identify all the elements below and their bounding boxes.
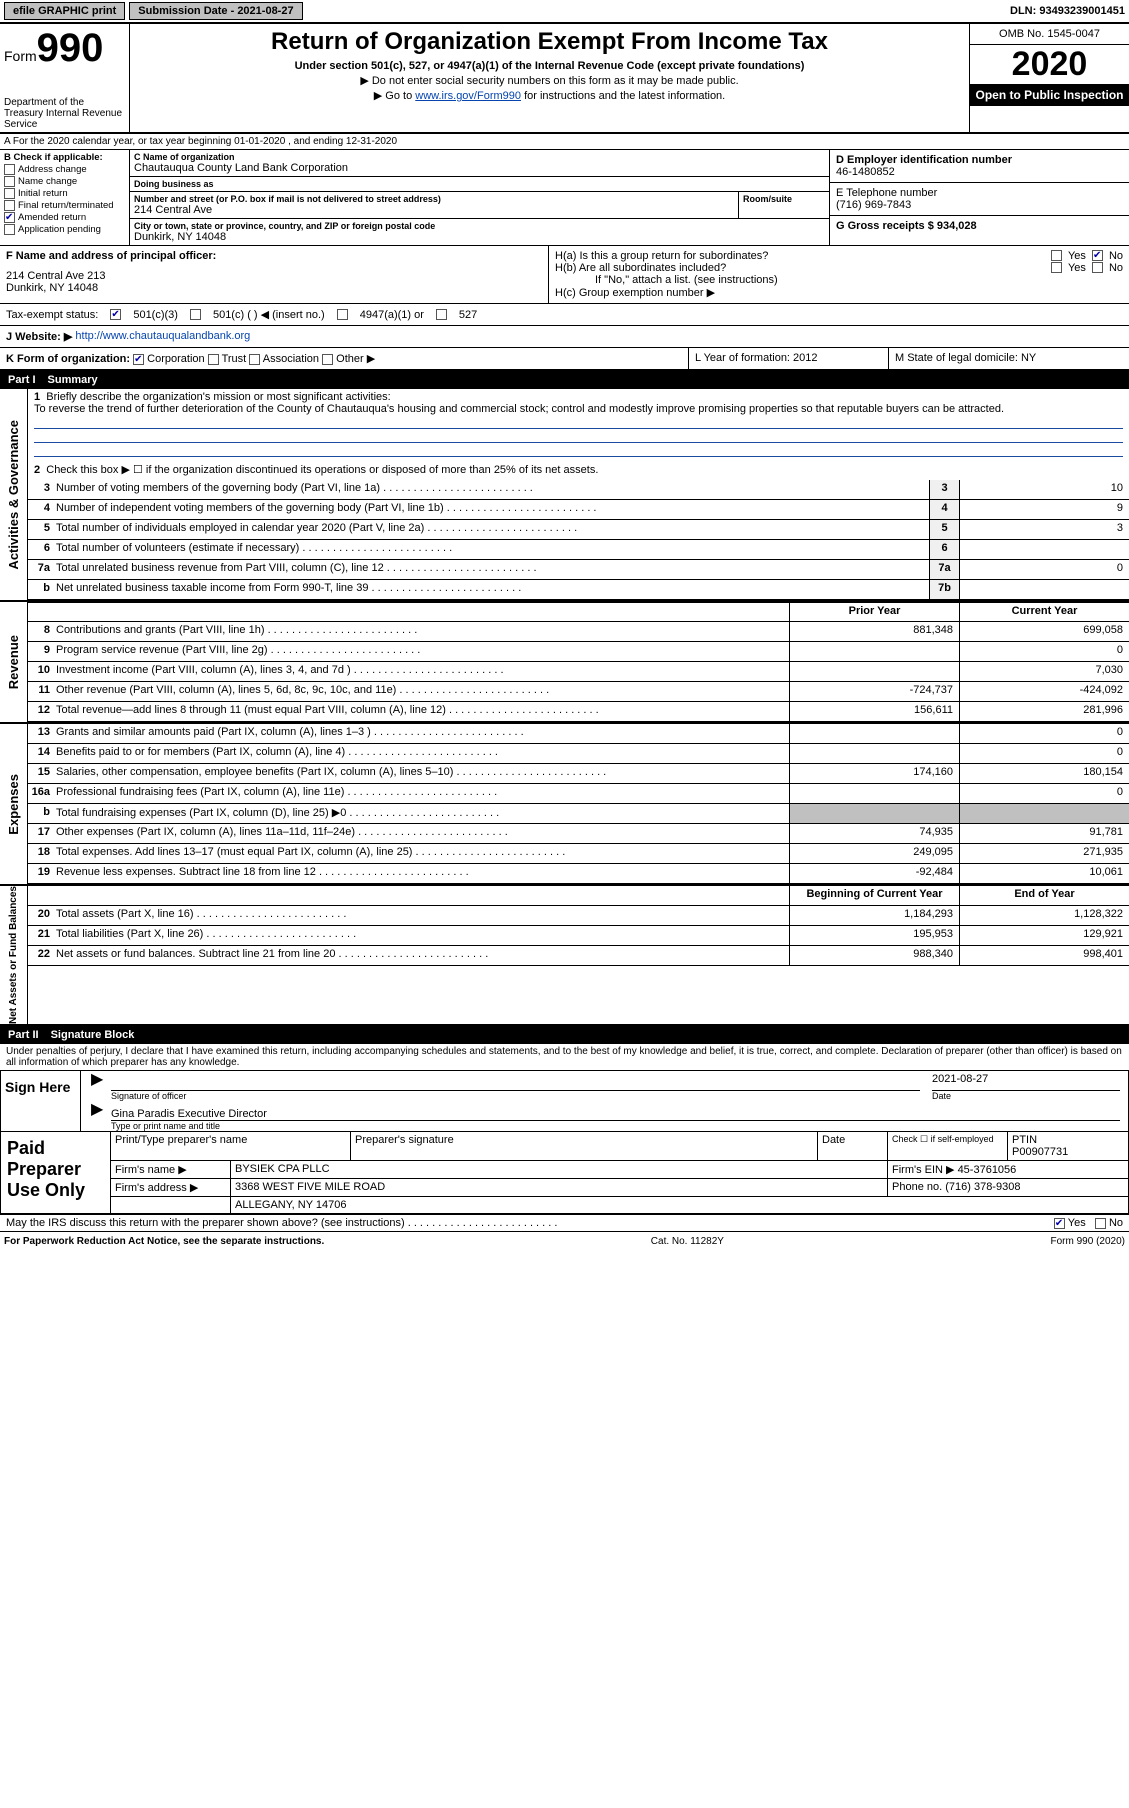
hdr-begin: Beginning of Current Year bbox=[789, 886, 959, 905]
firm-addr2: ALLEGANY, NY 14706 bbox=[231, 1197, 1128, 1213]
discuss-question: May the IRS discuss this return with the… bbox=[6, 1217, 1054, 1229]
cb-4947[interactable] bbox=[337, 309, 348, 320]
website-link[interactable]: http://www.chautauqualandbank.org bbox=[75, 330, 250, 343]
firm-addr1: 3368 WEST FIVE MILE ROAD bbox=[231, 1179, 888, 1196]
mission-text: To reverse the trend of further deterior… bbox=[34, 403, 1123, 415]
entity-block: B Check if applicable: Address change Na… bbox=[0, 150, 1129, 246]
cb-527[interactable] bbox=[436, 309, 447, 320]
cb-assoc[interactable] bbox=[249, 354, 260, 365]
gross-receipts: G Gross receipts $ 934,028 bbox=[836, 220, 1123, 232]
org-name: Chautauqua County Land Bank Corporation bbox=[134, 162, 825, 174]
street-address: 214 Central Ave bbox=[134, 204, 734, 216]
hdr-curr: Current Year bbox=[959, 603, 1129, 621]
form-note-link: ▶ Go to www.irs.gov/Form990 for instruct… bbox=[138, 89, 961, 102]
cb-hb-no[interactable] bbox=[1092, 262, 1103, 273]
page-footer: For Paperwork Reduction Act Notice, see … bbox=[0, 1231, 1129, 1251]
firm-phone: (716) 378-9308 bbox=[945, 1181, 1020, 1193]
cb-ha-yes[interactable] bbox=[1051, 250, 1062, 261]
city-state-zip: Dunkirk, NY 14048 bbox=[134, 231, 825, 243]
cb-initial-return[interactable] bbox=[4, 188, 15, 199]
cb-trust[interactable] bbox=[208, 354, 219, 365]
ein: 46-1480852 bbox=[836, 166, 1123, 178]
line-klm: K Form of organization: Corporation Trus… bbox=[0, 348, 1129, 371]
sign-here-label: Sign Here bbox=[1, 1071, 81, 1131]
part2-header: Part II Signature Block bbox=[0, 1026, 1129, 1044]
declaration: Under penalties of perjury, I declare th… bbox=[0, 1044, 1129, 1070]
line-j: J Website: ▶ http://www.chautauqualandba… bbox=[0, 326, 1129, 348]
part1-header: Part I Summary bbox=[0, 371, 1129, 389]
form-note-ssn: ▶ Do not enter social security numbers o… bbox=[138, 74, 961, 87]
cb-501c3[interactable] bbox=[110, 309, 121, 320]
side-na: Net Assets or Fund Balances bbox=[8, 886, 19, 1024]
cb-corp[interactable] bbox=[133, 354, 144, 365]
dept-label: Department of the Treasury Internal Reve… bbox=[4, 97, 125, 130]
paid-prep-label: Paid Preparer Use Only bbox=[1, 1132, 111, 1213]
irs-link[interactable]: www.irs.gov/Form990 bbox=[415, 90, 521, 102]
phone: (716) 969-7843 bbox=[836, 199, 1123, 211]
officer-name: Gina Paradis Executive Director bbox=[111, 1108, 267, 1120]
cb-hb-yes[interactable] bbox=[1051, 262, 1062, 273]
block-b: B Check if applicable: Address change Na… bbox=[0, 150, 130, 245]
cb-final-return[interactable] bbox=[4, 200, 15, 211]
cb-name-change[interactable] bbox=[4, 176, 15, 187]
cb-application-pending[interactable] bbox=[4, 224, 15, 235]
side-ag: Activities & Governance bbox=[6, 420, 21, 570]
block-f-h: F Name and address of principal officer:… bbox=[0, 246, 1129, 304]
year-formation: L Year of formation: 2012 bbox=[689, 348, 889, 369]
firm-name: BYSIEK CPA PLLC bbox=[231, 1161, 888, 1178]
form-title: Return of Organization Exempt From Incom… bbox=[138, 28, 961, 56]
dln-label: DLN: 93493239001451 bbox=[1010, 5, 1125, 17]
form-subtitle: Under section 501(c), 527, or 4947(a)(1)… bbox=[138, 60, 961, 72]
hdr-end: End of Year bbox=[959, 886, 1129, 905]
tax-status-row: Tax-exempt status: 501(c)(3) 501(c) ( ) … bbox=[0, 304, 1129, 326]
open-inspection: Open to Public Inspection bbox=[970, 84, 1129, 106]
tax-year: 2020 bbox=[970, 45, 1129, 84]
efile-button[interactable]: efile GRAPHIC print bbox=[4, 2, 125, 20]
officer-addr2: Dunkirk, NY 14048 bbox=[6, 282, 542, 294]
firm-ein: 45-3761056 bbox=[958, 1164, 1017, 1176]
cb-discuss-yes[interactable] bbox=[1054, 1218, 1065, 1229]
cb-501c[interactable] bbox=[190, 309, 201, 320]
cb-ha-no[interactable] bbox=[1092, 250, 1103, 261]
topbar: efile GRAPHIC print Submission Date - 20… bbox=[0, 0, 1129, 24]
officer-addr1: 214 Central Ave 213 bbox=[6, 270, 542, 282]
line-a: A For the 2020 calendar year, or tax yea… bbox=[0, 134, 1129, 150]
side-rev: Revenue bbox=[6, 635, 21, 689]
cb-other[interactable] bbox=[322, 354, 333, 365]
form-header: Form990 Department of the Treasury Inter… bbox=[0, 24, 1129, 134]
form-number: Form990 bbox=[4, 26, 125, 71]
cb-discuss-no[interactable] bbox=[1095, 1218, 1106, 1229]
omb-number: OMB No. 1545-0047 bbox=[970, 24, 1129, 45]
hdr-prior: Prior Year bbox=[789, 603, 959, 621]
side-exp: Expenses bbox=[6, 774, 21, 835]
submission-date-button[interactable]: Submission Date - 2021-08-27 bbox=[129, 2, 302, 20]
cb-amended-return[interactable] bbox=[4, 212, 15, 223]
state-domicile: M State of legal domicile: NY bbox=[889, 348, 1129, 369]
sig-date: 2021-08-27 bbox=[932, 1073, 988, 1085]
cb-address-change[interactable] bbox=[4, 164, 15, 175]
ptin: P00907731 bbox=[1012, 1146, 1068, 1158]
